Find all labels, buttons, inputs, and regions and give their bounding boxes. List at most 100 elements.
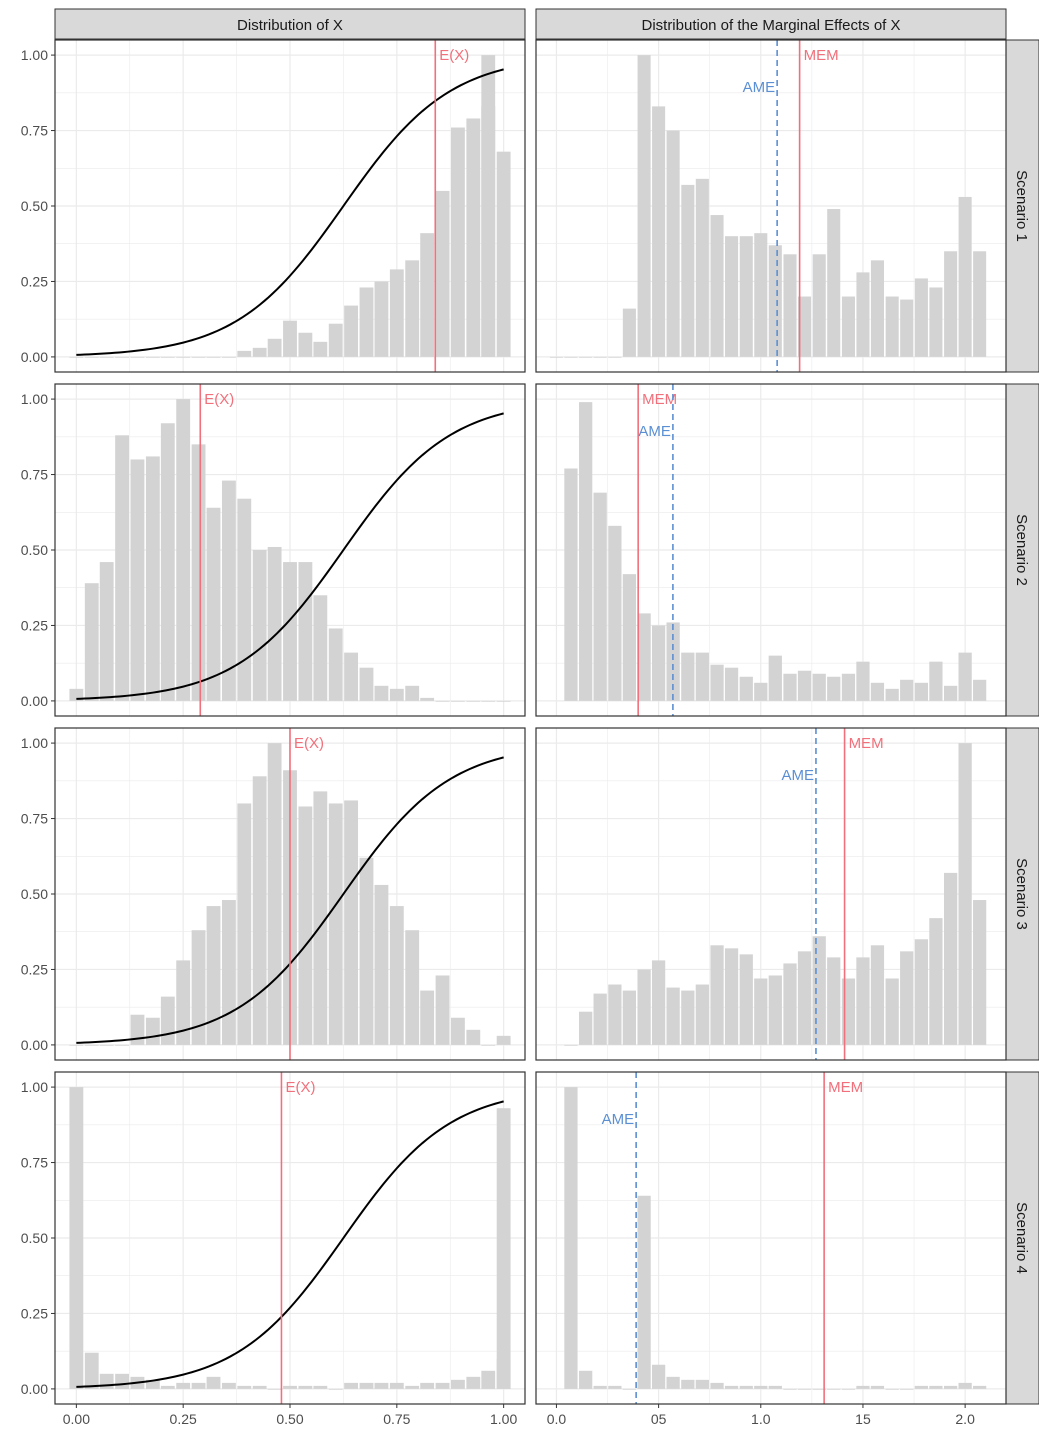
histogram-bar <box>608 356 622 358</box>
histogram-bar <box>783 963 797 1045</box>
histogram-bar <box>130 459 145 701</box>
histogram-bar <box>637 969 651 1045</box>
y-tick-label: 0.75 <box>21 123 48 139</box>
histogram-bar <box>914 682 929 701</box>
histogram-bar <box>283 1385 297 1389</box>
histogram-bar <box>344 652 359 701</box>
histogram-bar <box>435 1382 450 1389</box>
histogram-bar <box>115 1044 130 1046</box>
panels-layer: E(X) AME MEM E(X) MEM AME E(X) AME MEM E(X) AME MEM <box>54 39 1007 1405</box>
histogram-bar <box>783 254 797 357</box>
histogram-bar <box>481 1044 496 1046</box>
mean-label: E(X) <box>204 391 234 408</box>
histogram-bar <box>724 1385 739 1389</box>
row-strip-3-label: Scenario 3 <box>1013 858 1030 930</box>
histogram-bar <box>681 990 695 1045</box>
histogram-bar <box>176 356 191 358</box>
histogram-bar <box>435 700 450 702</box>
histogram-bar <box>359 667 374 701</box>
histogram-bar <box>145 1017 160 1045</box>
histogram-bar <box>160 356 175 358</box>
histogram-bar <box>579 1011 593 1045</box>
histogram-bar <box>579 402 593 701</box>
panel-border <box>535 39 1007 373</box>
histogram-bar <box>725 236 739 357</box>
histogram-bar <box>328 323 343 357</box>
histogram-bar <box>841 1388 856 1390</box>
panel-3-1: E(X) <box>54 727 526 1061</box>
histogram-bar <box>724 948 739 1045</box>
histogram-bar <box>420 697 435 701</box>
column-strip-1-label: Distribution of X <box>237 17 343 34</box>
histogram-bar <box>797 951 812 1045</box>
histogram-bar <box>374 1382 389 1389</box>
histogram-bar <box>466 1029 481 1045</box>
histogram-bar <box>768 655 782 701</box>
histogram-bar <box>885 688 899 701</box>
histogram-bar <box>206 1376 221 1389</box>
histogram-bar <box>298 806 313 1045</box>
histogram-bar <box>929 918 943 1045</box>
y-tick-label: 0.00 <box>21 349 48 365</box>
histogram-bar <box>812 1388 826 1390</box>
histogram-bar <box>450 1017 465 1045</box>
histogram-bar <box>593 356 607 358</box>
histogram-bar <box>579 356 593 358</box>
histogram-bar <box>710 215 724 357</box>
y-tick-label: 0.00 <box>21 693 48 709</box>
histogram-bar <box>608 984 622 1045</box>
histogram-bar <box>221 356 236 358</box>
histogram-bar <box>856 272 870 357</box>
histogram-bar <box>176 399 191 701</box>
y-tick-label: 0.25 <box>21 1305 48 1321</box>
histogram-bar <box>99 1044 114 1046</box>
panel-4-1: E(X) <box>54 1071 526 1405</box>
histogram-bar <box>267 743 282 1045</box>
histogram-bar <box>695 178 709 357</box>
x-tick-label: 0.25 <box>170 1411 197 1427</box>
histogram-bar <box>622 990 637 1045</box>
histogram-bar <box>812 936 826 1045</box>
y-tick-label: 0.00 <box>21 1037 48 1053</box>
histogram-bar <box>564 356 578 358</box>
histogram-bar <box>328 628 343 701</box>
histogram-bar <box>754 682 768 701</box>
histogram-bar <box>944 1385 958 1389</box>
histogram-bar <box>99 562 114 701</box>
histogram-bar <box>739 676 753 701</box>
histogram-bar <box>191 930 206 1045</box>
histogram-bar <box>944 685 958 701</box>
histogram-bar <box>929 661 943 701</box>
histogram-bar <box>344 305 359 357</box>
histogram-bar <box>374 685 389 701</box>
histogram-bar <box>283 562 297 701</box>
histogram-bar <box>958 652 972 701</box>
ame-label: AME <box>743 79 776 96</box>
histogram-bar <box>84 1352 99 1389</box>
histogram-bar <box>827 957 841 1045</box>
y-tick-label: 0.25 <box>21 617 48 633</box>
histogram-bar <box>496 151 511 357</box>
histogram-bar <box>359 287 374 357</box>
panel-border <box>535 1071 1007 1405</box>
histogram-bar <box>900 1388 914 1390</box>
histogram-bar <box>313 791 328 1045</box>
histogram-bar <box>420 1382 435 1389</box>
logistic-curve <box>76 412 504 700</box>
y-tick-label: 0.00 <box>21 1381 48 1397</box>
histogram-bar <box>856 957 870 1045</box>
y-tick-label: 0.50 <box>21 542 48 558</box>
histogram-bar <box>622 574 637 701</box>
bars <box>69 743 511 1046</box>
mean-label: E(X) <box>285 1079 315 1096</box>
y-tick-label: 0.75 <box>21 467 48 483</box>
histogram-bar <box>435 190 450 357</box>
histogram-bar <box>389 1382 404 1389</box>
row-strip-3: Scenario 3 <box>1005 727 1039 1061</box>
histogram-bar <box>622 1388 637 1390</box>
histogram-bar <box>973 900 987 1045</box>
histogram-bar <box>389 269 404 357</box>
histogram-bar <box>914 278 928 357</box>
histogram-bar <box>695 1379 709 1389</box>
